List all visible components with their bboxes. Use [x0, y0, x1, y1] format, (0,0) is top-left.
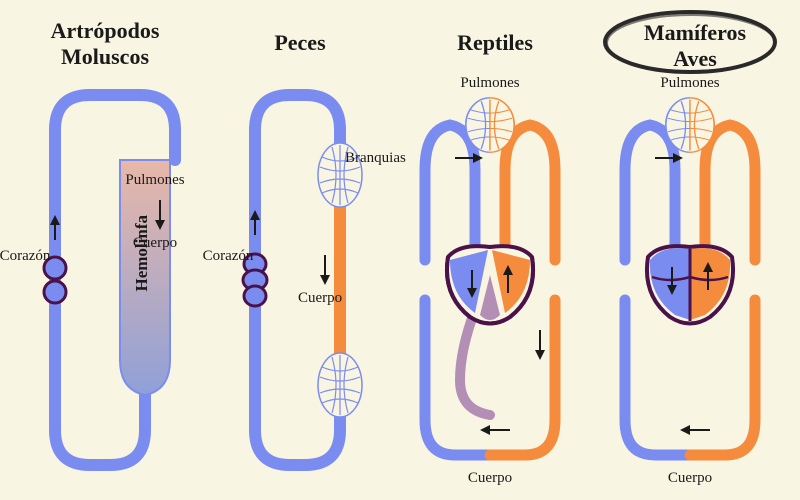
title-reptiles: Reptiles	[400, 30, 590, 56]
label-corazon: Corazón	[0, 248, 55, 265]
label-pulmones-4: Pulmones	[645, 75, 735, 92]
label-corazon-2: Corazón	[198, 248, 258, 265]
label-hemolinfa: Hemolinfa	[132, 215, 152, 292]
label-pulmones: Pulmones	[115, 172, 195, 189]
heart	[447, 246, 533, 323]
lungs	[666, 98, 714, 152]
label-cuerpo: Cuerpo	[120, 235, 190, 252]
label-cuerpo-4: Cuerpo	[655, 470, 725, 487]
label-pulmones-3: Pulmones	[445, 75, 535, 92]
title-fish: Peces	[210, 30, 390, 56]
label-cuerpo-3: Cuerpo	[455, 470, 525, 487]
body-capillaries	[318, 353, 362, 417]
panel-arthropods	[44, 95, 175, 465]
label-cuerpo-2: Cuerpo	[298, 290, 368, 307]
panel-reptiles	[425, 98, 555, 455]
title-arthropods: Artrópodos Moluscos	[10, 18, 200, 71]
label-branquias: Branquias	[345, 150, 435, 167]
heart	[647, 246, 733, 323]
lungs	[466, 98, 514, 152]
title-mammals: Mamíferos Aves	[600, 20, 790, 73]
